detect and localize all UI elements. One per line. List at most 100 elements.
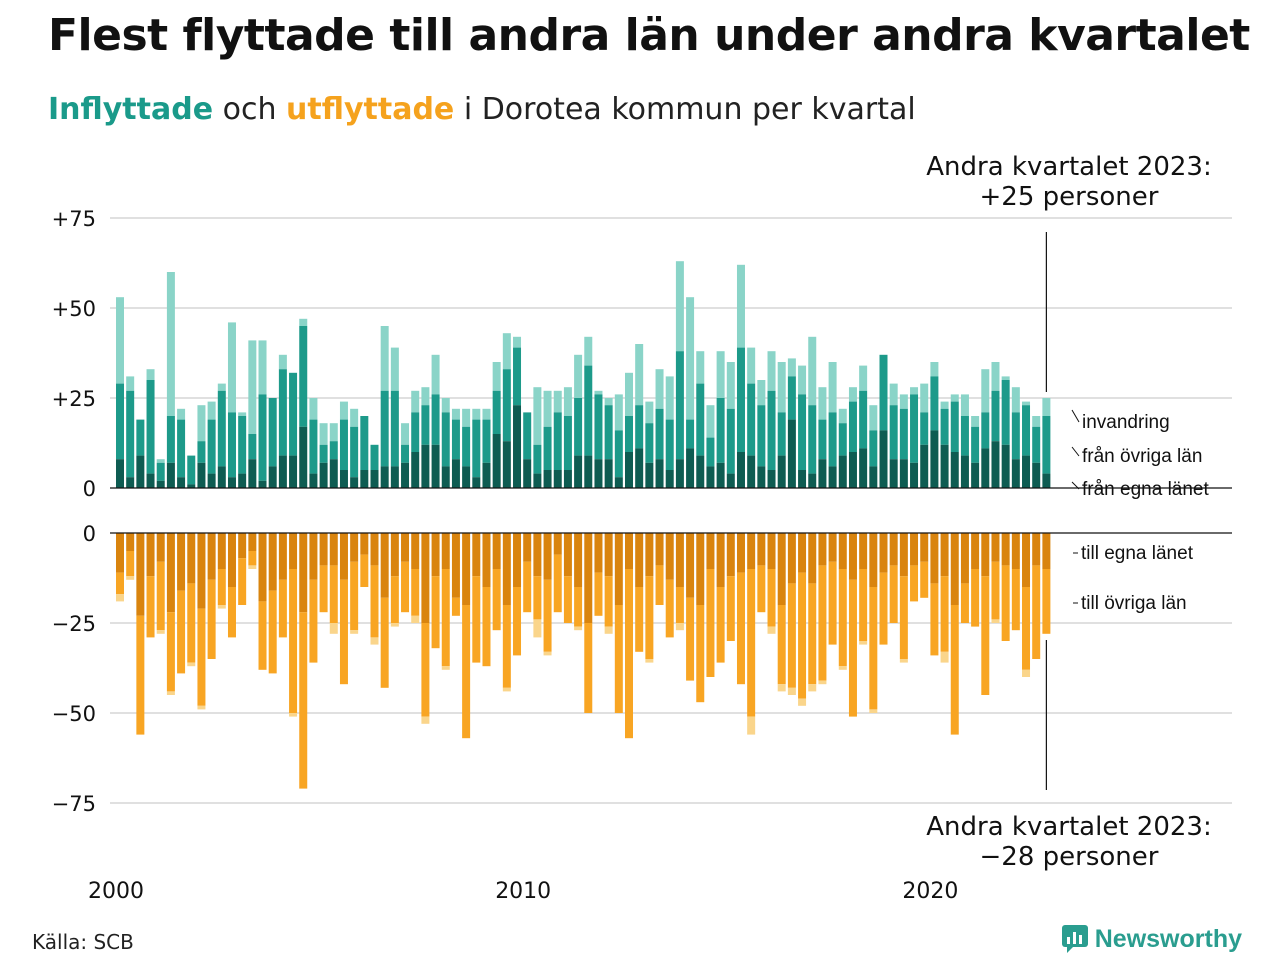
bar-in-own-county — [736, 452, 745, 488]
bar-out-emigration — [156, 630, 165, 634]
bar-out-other-counties — [726, 576, 735, 641]
bar-in-immigration — [319, 423, 328, 445]
bottom-y-tick-label: −75 — [52, 792, 96, 816]
bar-out-own-county — [248, 533, 257, 551]
bar-out-own-county — [910, 533, 919, 566]
bar-in-own-county — [462, 466, 471, 488]
bar-in-other-counties — [981, 412, 990, 449]
bar-out-other-counties — [258, 601, 267, 670]
bar-in-own-county — [543, 470, 552, 488]
bar-in-other-counties — [848, 401, 857, 452]
bar-in-own-county — [971, 462, 980, 488]
bar-in-own-county — [166, 462, 175, 488]
bar-out-other-counties — [146, 576, 155, 638]
bar-in-immigration — [940, 401, 949, 409]
bar-out-other-counties — [696, 605, 705, 703]
bar-in-immigration — [848, 387, 857, 402]
bar-in-own-county — [991, 441, 1000, 488]
bar-in-other-counties — [553, 412, 562, 470]
bar-out-own-county — [451, 533, 460, 598]
bar-in-other-counties — [808, 405, 817, 474]
bar-in-other-counties — [747, 383, 756, 456]
bar-out-own-county — [462, 533, 471, 605]
bar-in-other-counties — [177, 419, 186, 478]
bar-in-other-counties — [787, 376, 796, 420]
bar-out-other-counties — [1022, 587, 1031, 670]
bar-in-own-county — [380, 466, 389, 488]
bar-in-other-counties — [411, 412, 420, 452]
bar-out-emigration — [543, 651, 552, 656]
bar-in-immigration — [502, 333, 511, 370]
bar-out-other-counties — [604, 576, 613, 627]
bar-out-own-county — [1042, 533, 1051, 569]
bar-in-own-county — [126, 477, 135, 488]
bottom-annotation-line1: Andra kvartalet 2023: — [926, 812, 1211, 842]
bar-in-other-counties — [696, 383, 705, 456]
bar-out-other-counties — [808, 583, 817, 685]
bar-in-own-county — [767, 470, 776, 488]
bar-out-other-counties — [930, 583, 939, 656]
bar-in-other-counties — [950, 401, 959, 452]
bar-in-own-county — [1032, 462, 1041, 488]
bar-in-other-counties — [726, 408, 735, 474]
bar-in-other-counties — [380, 390, 389, 467]
bar-out-own-county — [940, 533, 949, 577]
bar-out-own-county — [299, 533, 308, 613]
x-tick-label: 2000 — [88, 879, 144, 904]
bar-in-immigration — [716, 351, 725, 398]
bar-out-own-county — [604, 533, 613, 577]
bar-in-other-counties — [1042, 416, 1051, 474]
bar-out-own-county — [543, 533, 552, 580]
bar-out-own-county — [665, 533, 674, 580]
bar-in-own-county — [136, 455, 145, 488]
bar-in-immigration — [390, 347, 399, 391]
bar-out-own-county — [472, 533, 481, 577]
bar-in-own-county — [930, 430, 939, 488]
bar-out-other-counties — [747, 569, 756, 717]
bar-in-other-counties — [238, 416, 247, 474]
bar-in-other-counties — [1032, 426, 1041, 463]
bar-out-other-counties — [411, 569, 420, 616]
bar-out-other-counties — [910, 565, 919, 602]
bar-in-own-county — [156, 480, 165, 488]
bar-in-immigration — [869, 405, 878, 431]
bar-out-own-county — [594, 533, 603, 573]
bar-in-other-counties — [889, 405, 898, 460]
bar-in-own-county — [594, 459, 603, 488]
bar-in-own-county — [472, 477, 481, 488]
bar-in-own-county — [401, 462, 410, 488]
bar-in-own-county — [207, 473, 216, 488]
bar-out-emigration — [217, 605, 226, 609]
bar-in-immigration — [1011, 387, 1020, 413]
bar-in-other-counties — [736, 347, 745, 452]
bar-out-own-county — [370, 533, 379, 566]
bar-out-other-counties — [584, 623, 593, 713]
bar-in-own-county — [879, 430, 888, 488]
bar-in-own-county — [726, 473, 735, 488]
bar-out-other-counties — [136, 615, 145, 735]
bar-in-own-county — [350, 477, 359, 488]
bar-out-own-county — [258, 533, 267, 602]
bar-out-own-county — [136, 533, 145, 616]
bar-in-immigration — [594, 390, 603, 395]
bar-out-other-counties — [920, 561, 929, 598]
bar-in-other-counties — [146, 380, 155, 474]
bar-out-own-county — [421, 533, 430, 623]
bar-in-own-county — [289, 455, 298, 488]
bar-in-immigration — [116, 297, 124, 384]
bar-in-immigration — [574, 354, 583, 398]
bar-in-immigration — [736, 264, 745, 348]
bar-in-other-counties — [248, 434, 257, 460]
bar-in-other-counties — [818, 419, 827, 460]
bottom-legend-label: till egna länet — [1081, 543, 1194, 564]
bar-out-own-county — [502, 533, 511, 605]
bar-in-own-county — [574, 455, 583, 488]
bar-out-own-county — [278, 533, 287, 580]
bar-in-other-counties — [798, 394, 807, 470]
bar-in-own-county — [706, 466, 715, 488]
bar-out-own-county — [227, 533, 236, 587]
bar-in-own-county — [390, 466, 399, 488]
bar-out-own-county — [197, 533, 206, 609]
bar-out-own-county — [187, 533, 196, 584]
bar-out-other-counties — [574, 587, 583, 627]
